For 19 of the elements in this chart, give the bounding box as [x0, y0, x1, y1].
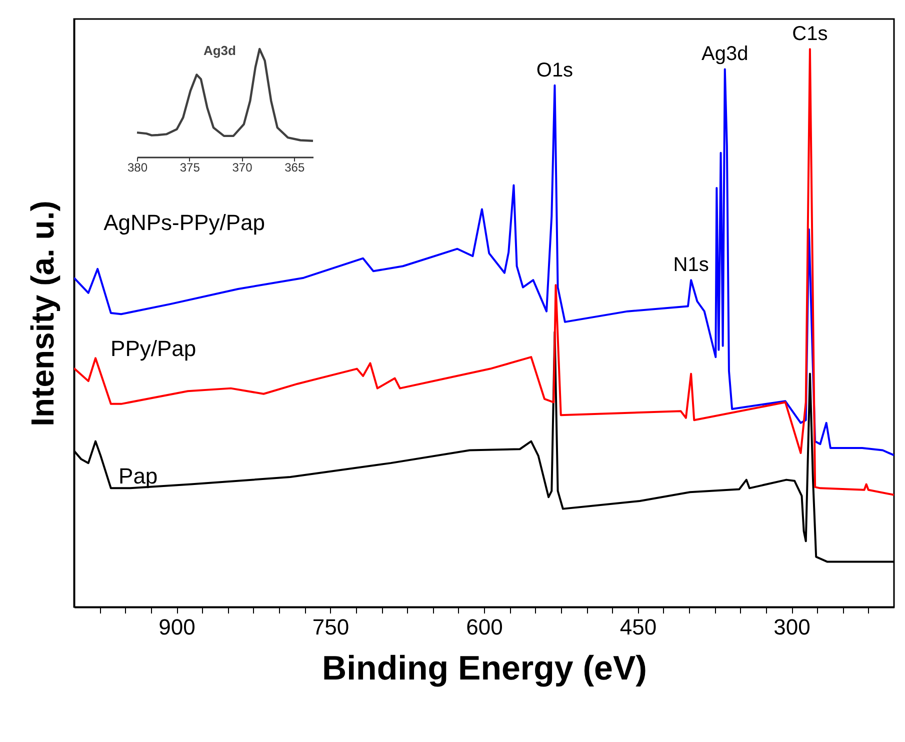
x-tick-label: 900	[158, 614, 196, 640]
x-tick-label: 375	[180, 160, 200, 174]
annotation: Ag3d	[702, 43, 748, 66]
x-tick-label: 365	[284, 160, 305, 174]
x-tick-label: 380	[127, 160, 148, 174]
series-label: Pap	[118, 463, 158, 488]
series-label: AgNPs-PPy/Pap	[104, 210, 265, 235]
x-tick-label: 450	[620, 614, 657, 640]
annotation: O1s	[536, 59, 574, 82]
annotation: C1s	[792, 23, 828, 46]
x-axis-title: Binding Energy (eV)	[322, 650, 647, 688]
x-tick-label: 300	[774, 614, 810, 640]
x-tick-label: 600	[466, 614, 503, 640]
x-tick-label: 750	[312, 614, 350, 640]
annotation: N1s	[673, 254, 709, 276]
annotation: Ag3d	[203, 43, 236, 58]
x-tick-label: 370	[232, 160, 253, 174]
y-axis-title: Intensity (a. u.)	[24, 200, 60, 426]
series-label: PPy/Pap	[110, 336, 196, 362]
